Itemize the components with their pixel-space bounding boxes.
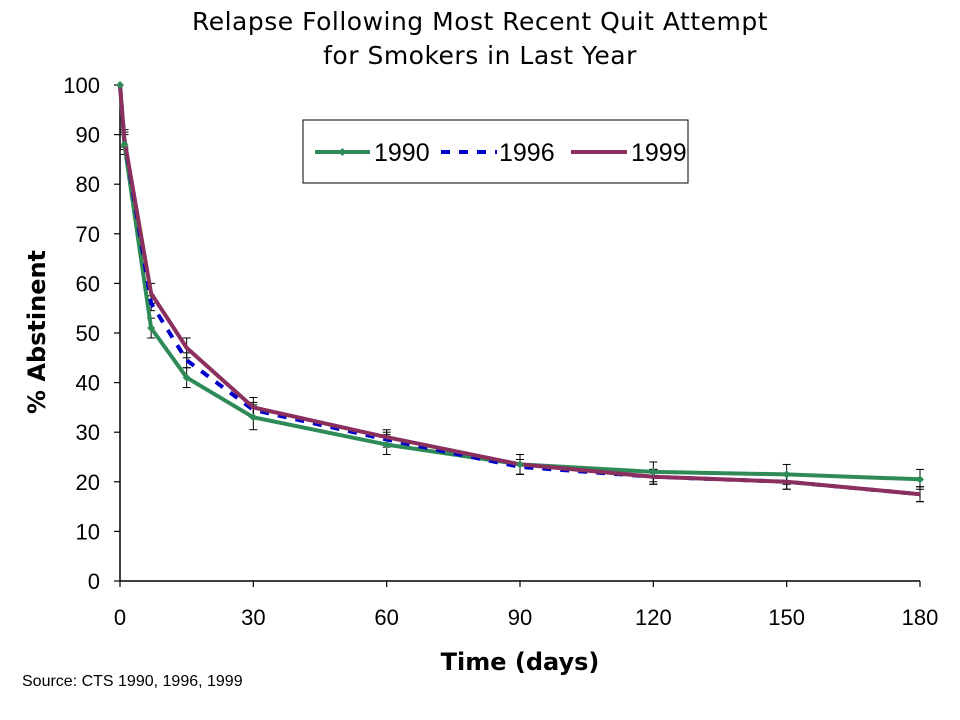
data-point-1990 <box>116 81 124 89</box>
y-tick-label: 60 <box>76 271 100 296</box>
series-lines <box>118 84 921 497</box>
data-point-1990 <box>382 440 391 449</box>
legend-marker-1990 <box>338 148 347 156</box>
y-tick-label: 30 <box>76 420 100 445</box>
y-tick-label: 10 <box>76 519 100 544</box>
x-tick-label: 60 <box>374 605 398 630</box>
y-tick-label: 50 <box>76 321 100 346</box>
data-point-1990 <box>120 140 129 149</box>
chart-title-line-2: for Smokers in Last Year <box>323 41 637 70</box>
data-point-1990 <box>249 413 258 422</box>
y-tick-label: 80 <box>76 172 100 197</box>
x-tick-label: 90 <box>508 605 532 630</box>
data-point-1990 <box>147 324 156 333</box>
data-point-1990 <box>916 475 924 484</box>
y-tick-label: 0 <box>88 569 100 594</box>
x-tick-label: 180 <box>902 605 939 630</box>
x-tick-label: 30 <box>241 605 265 630</box>
x-tick-label: 120 <box>635 605 672 630</box>
legend-label-1996: 1996 <box>499 139 555 167</box>
x-tick-label: 150 <box>768 605 805 630</box>
x-tick-label: 0 <box>114 605 126 630</box>
series-line-1999 <box>118 84 921 497</box>
y-axis-ticks: 0 10 20 30 40 50 60 70 80 90 100 <box>63 73 120 594</box>
y-tick-label: 20 <box>76 470 100 495</box>
legend-label-1999: 1999 <box>631 139 687 167</box>
y-tick-label: 40 <box>76 371 100 396</box>
x-axis-title: Time (days) <box>441 648 600 676</box>
y-tick-label: 90 <box>76 123 100 148</box>
source-note: Source: CTS 1990, 1996, 1999 <box>22 673 243 690</box>
x-axis-ticks: 0 30 60 90 120 150 180 <box>114 581 938 630</box>
series-line-1990 <box>118 84 921 482</box>
data-point-1990 <box>516 460 524 469</box>
y-axis-title: % Abstinent <box>23 250 51 414</box>
y-tick-label: 70 <box>76 222 100 247</box>
data-point-1990 <box>649 467 658 476</box>
y-tick-label: 100 <box>63 73 100 98</box>
chart-title-line-1: Relapse Following Most Recent Quit Attem… <box>192 7 768 36</box>
data-point-1990 <box>782 470 791 479</box>
error-bars <box>120 129 924 503</box>
legend-label-1990: 1990 <box>374 139 430 167</box>
series-line-1996 <box>118 84 921 497</box>
data-point-1990 <box>182 373 191 382</box>
legend: 1990 1996 1999 <box>302 119 689 184</box>
series-markers <box>116 81 924 484</box>
